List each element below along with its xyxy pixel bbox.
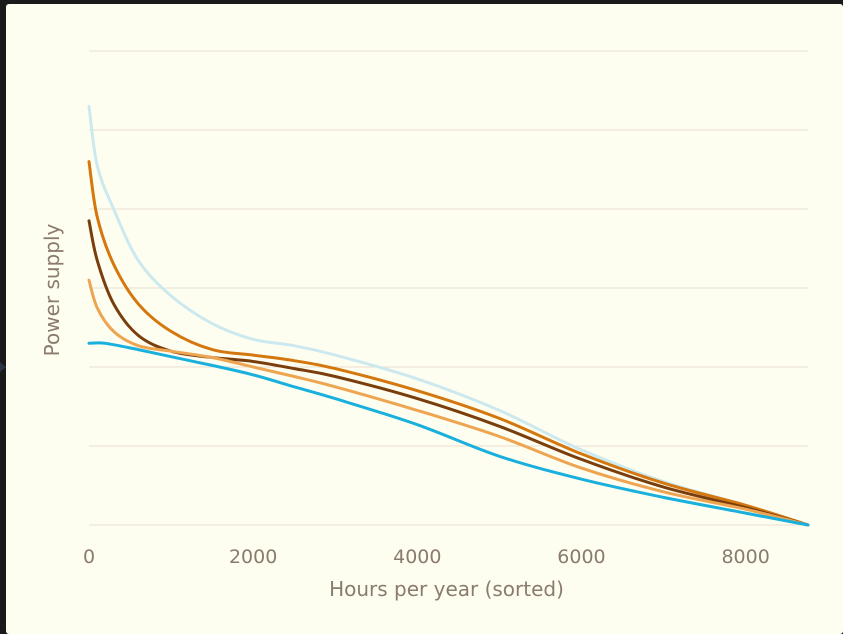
series-line-3 <box>87 219 810 527</box>
x-tick-label: 6000 <box>557 546 605 568</box>
series-line-1 <box>87 104 810 527</box>
x-tick-labels: 0 2000 4000 6000 8000 <box>83 546 770 568</box>
panel-edge-marker <box>0 362 6 372</box>
series-line-4 <box>87 278 810 527</box>
x-tick-label: 4000 <box>393 546 441 568</box>
x-axis-title: Hours per year (sorted) <box>329 577 564 601</box>
series-line-2 <box>87 160 810 527</box>
x-tick-label: 2000 <box>229 546 277 568</box>
chart-frame <box>6 4 843 634</box>
series-line-5 <box>87 341 810 527</box>
gridlines <box>89 50 808 526</box>
x-tick-label: 0 <box>83 546 95 568</box>
x-tick-label: 8000 <box>721 546 769 568</box>
y-axis-title: Power supply <box>40 223 64 356</box>
series-lines <box>87 104 810 527</box>
